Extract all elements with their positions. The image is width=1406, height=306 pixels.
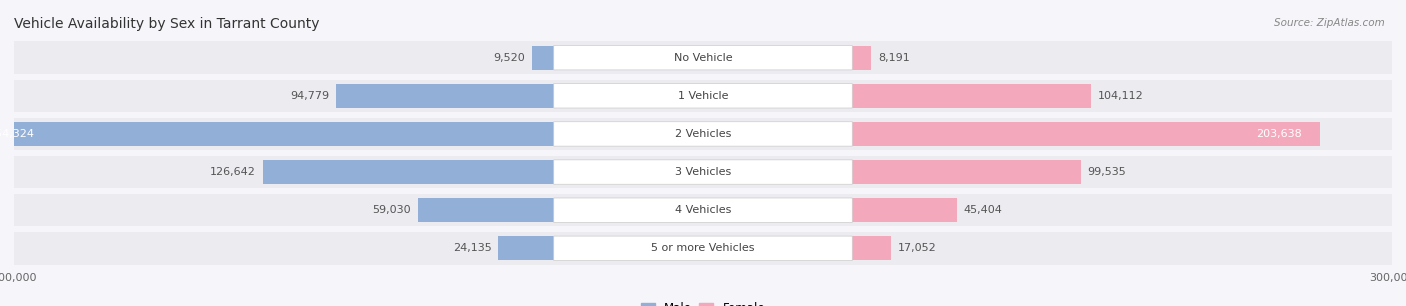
Bar (14, 232, 1392, 264)
Bar (418, 198, 554, 222)
Text: 2 Vehicles: 2 Vehicles (675, 129, 731, 139)
Text: 9,520: 9,520 (494, 53, 524, 63)
Bar (852, 84, 1091, 108)
Bar (14, 80, 1392, 112)
Bar (852, 160, 1081, 184)
Text: 126,642: 126,642 (209, 167, 256, 177)
FancyBboxPatch shape (554, 236, 852, 260)
Bar (852, 237, 891, 260)
Bar (852, 46, 872, 69)
Text: 254,324: 254,324 (0, 129, 34, 139)
Text: 59,030: 59,030 (373, 205, 412, 215)
Bar (263, 160, 554, 184)
Text: 8,191: 8,191 (877, 53, 910, 63)
Bar (531, 46, 554, 69)
Text: 203,638: 203,638 (1256, 129, 1302, 139)
Bar (0, 122, 554, 146)
Bar (852, 198, 956, 222)
FancyBboxPatch shape (554, 122, 852, 146)
Text: 94,779: 94,779 (290, 91, 329, 101)
Text: 24,135: 24,135 (453, 243, 492, 253)
Text: 1 Vehicle: 1 Vehicle (678, 91, 728, 101)
Bar (14, 156, 1392, 188)
Text: 104,112: 104,112 (1098, 91, 1144, 101)
FancyBboxPatch shape (554, 84, 852, 108)
Bar (498, 237, 554, 260)
FancyBboxPatch shape (554, 160, 852, 184)
Text: 5 or more Vehicles: 5 or more Vehicles (651, 243, 755, 253)
Text: 3 Vehicles: 3 Vehicles (675, 167, 731, 177)
Text: Source: ZipAtlas.com: Source: ZipAtlas.com (1274, 18, 1385, 28)
Text: Vehicle Availability by Sex in Tarrant County: Vehicle Availability by Sex in Tarrant C… (14, 17, 319, 32)
Bar (14, 118, 1392, 150)
Bar (852, 122, 1320, 146)
Bar (14, 42, 1392, 74)
FancyBboxPatch shape (554, 198, 852, 222)
Bar (336, 84, 554, 108)
Text: 45,404: 45,404 (963, 205, 1002, 215)
Text: No Vehicle: No Vehicle (673, 53, 733, 63)
Text: 17,052: 17,052 (898, 243, 936, 253)
Text: 99,535: 99,535 (1088, 167, 1126, 177)
Bar (14, 194, 1392, 226)
Text: 4 Vehicles: 4 Vehicles (675, 205, 731, 215)
Legend: Male, Female: Male, Female (641, 301, 765, 306)
FancyBboxPatch shape (554, 46, 852, 70)
